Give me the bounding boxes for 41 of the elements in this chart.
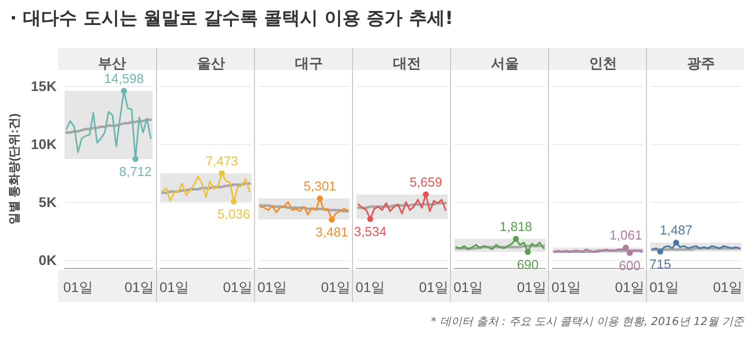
x-tick-label: 01일 <box>159 279 190 295</box>
y-tick-label: 10K <box>30 136 57 152</box>
x-tick-label: 01일 <box>257 279 288 295</box>
data-label: 14,598 <box>104 70 144 86</box>
x-tick-label: 01일 <box>551 279 582 295</box>
y-tick-label: 15K <box>30 78 57 94</box>
data-label: 690 <box>516 256 539 272</box>
chart-title: 광주 <box>687 55 715 71</box>
y-tick-label: 0K <box>38 252 57 268</box>
x-tick-label: 01일 <box>712 279 743 295</box>
x-tick-label: 01일 <box>418 279 449 295</box>
x-tick-label: 01일 <box>453 279 484 295</box>
y-tick-label: 5K <box>38 194 57 210</box>
data-label: 1,061 <box>610 228 642 243</box>
text: · 대다수 도시는 월말로 갈수록 콜택시 이용 증가 추세! <box>10 7 454 30</box>
x-tick-label: 01일 <box>124 279 154 295</box>
x-tick-label: 01일 <box>222 279 253 295</box>
data-label: 7,473 <box>206 153 238 168</box>
x-tick-label: 01일 <box>649 279 680 295</box>
data-label: 5,659 <box>410 174 442 190</box>
data-label: 3,481 <box>316 224 348 240</box>
chart-title: 대구 <box>295 55 323 71</box>
data-label: 1,487 <box>660 222 692 238</box>
data-label: 5,301 <box>304 178 336 194</box>
text: * 데이터 출처 : 주요 도시 콜택시 이용 현황, 2016년 12월 기준 <box>430 314 744 329</box>
chart-title: 대전 <box>393 55 421 71</box>
data-label: 8,712 <box>119 164 152 180</box>
y-axis-title: 일별 통화량(단위:건) <box>7 113 21 225</box>
chart-title: 울산 <box>197 55 225 71</box>
x-tick-label: 01일 <box>614 279 645 295</box>
chart-title: 서울 <box>491 55 519 71</box>
data-label: 715 <box>649 256 672 272</box>
chart-title: 인천 <box>589 55 617 71</box>
x-tick-label: 01일 <box>320 279 351 295</box>
chart-title: 부산 <box>98 55 126 71</box>
data-label: 1,818 <box>500 218 532 234</box>
data-label: 5,036 <box>218 206 250 222</box>
x-tick-label: 01일 <box>63 279 93 295</box>
x-tick-label: 01일 <box>516 279 547 295</box>
data-label: 3,534 <box>354 224 386 239</box>
x-tick-label: 01일 <box>355 279 386 295</box>
